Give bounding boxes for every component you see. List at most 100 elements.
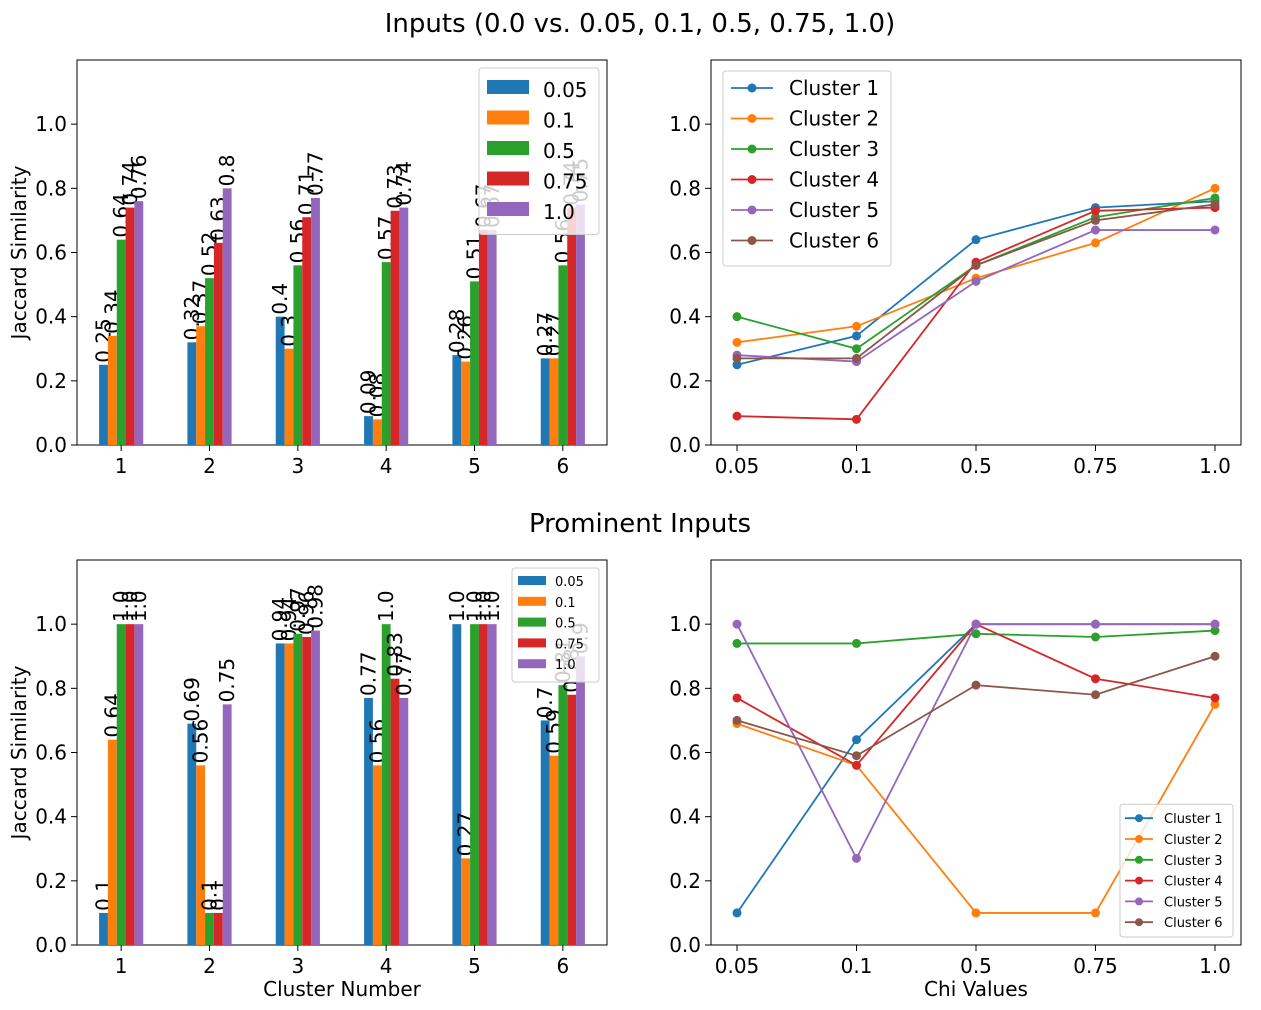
x-tick-label: 1.0 [1199, 454, 1231, 478]
bar [99, 912, 108, 945]
x-tick-label: 5 [468, 454, 481, 478]
data-point [971, 619, 981, 629]
y-tick-label: 0.6 [35, 241, 67, 265]
bar [205, 278, 214, 445]
y-tick-label: 1.0 [35, 112, 67, 136]
bar [558, 265, 568, 445]
bar-value-label: 0.77 [357, 651, 381, 696]
x-tick-label: 4 [380, 454, 393, 478]
bar-value-label: 0.94 [268, 597, 292, 642]
bar [134, 624, 144, 945]
x-axis-label: Cluster Number [263, 977, 421, 1001]
data-point [852, 760, 861, 770]
bar-value-label: 0.28 [445, 309, 469, 354]
data-point [1091, 908, 1100, 918]
y-tick-label: 0.6 [669, 241, 701, 265]
bar [222, 188, 232, 446]
bar [461, 361, 471, 445]
data-point [1210, 626, 1220, 636]
bar-value-label: 1.0 [463, 590, 487, 622]
bar-value-label: 0.77 [304, 151, 328, 196]
bar-value-label: 1.0 [109, 590, 133, 622]
bar-value-label: 1.0 [480, 590, 504, 622]
bar [487, 230, 497, 445]
bar [125, 624, 135, 945]
y-tick-label: 1.0 [669, 112, 701, 136]
bar [116, 239, 126, 445]
bar-chart-3: 0.0 0.2 0.4 0.6 0.8 1.0 Jaccard Similarity Clus… [7, 559, 608, 1001]
legend-marker [1135, 876, 1143, 885]
data-point [1210, 619, 1220, 629]
bar [134, 201, 144, 445]
bar [540, 358, 550, 445]
bar-value-label: 0.74 [392, 161, 416, 206]
bar [196, 326, 206, 445]
y-axis-label: Jaccard Similarity [7, 165, 31, 341]
bar-value-label: 1.0 [127, 590, 151, 622]
x-tick-label: 2 [203, 954, 216, 978]
y-tick-label: 0.0 [669, 433, 701, 457]
legend-swatch [518, 638, 546, 648]
data-point [732, 715, 742, 725]
bar [576, 656, 585, 945]
data-point [852, 321, 861, 331]
legend-label: 0.05 [555, 575, 584, 590]
bar [364, 697, 373, 945]
bar [275, 643, 285, 945]
legend-label: Cluster 1 [1164, 812, 1223, 827]
legend-label: 0.1 [555, 596, 576, 611]
x-tick-label: 5 [468, 954, 481, 978]
bar [399, 207, 409, 445]
legend-marker [747, 144, 757, 154]
bar-value-label: 0.75 [215, 658, 239, 703]
legend-marker [1135, 897, 1143, 906]
bar [461, 858, 471, 945]
axes-frame [76, 559, 608, 946]
x-tick-label: 0.1 [841, 454, 873, 478]
y-tick-label: 0.8 [35, 176, 67, 200]
legend-swatch [518, 576, 546, 585]
data-point [1210, 651, 1220, 661]
legend: Cluster 1 Cluster 2 Cluster 3 Cluster 4 Clus… [1119, 803, 1234, 938]
x-tick-label: 0.1 [841, 954, 873, 978]
data-point [1091, 674, 1100, 684]
bar [107, 739, 117, 945]
data-point [1091, 206, 1100, 216]
bar-value-label: 0.77 [392, 651, 416, 696]
bar [567, 207, 577, 445]
bar [311, 630, 320, 945]
data-point [1091, 690, 1100, 700]
data-point [1091, 619, 1100, 629]
data-point [971, 276, 981, 286]
legend-label: Cluster 6 [789, 229, 879, 253]
data-point [732, 312, 742, 322]
data-point [1091, 238, 1100, 248]
legend-swatch [487, 80, 529, 94]
legend-marker [1135, 835, 1143, 843]
legend: 0.05 0.1 0.5 0.75 1.0 [511, 567, 600, 683]
bar-value-label: 0.27 [533, 312, 557, 357]
legend-label: Cluster 6 [1164, 916, 1223, 931]
legend-label: Cluster 1 [789, 76, 879, 100]
x-tick-label: 0.75 [1073, 454, 1118, 478]
data-point [852, 353, 861, 363]
bar [399, 697, 409, 945]
data-point [971, 908, 981, 918]
y-tick-label: 0.8 [35, 676, 67, 700]
legend-box [478, 67, 600, 235]
bar [381, 262, 391, 445]
bar-value-label: 1.0 [471, 590, 495, 622]
bar [222, 704, 232, 945]
bar-value-label: 0.74 [118, 161, 142, 206]
y-tick-label: 0.8 [669, 676, 701, 700]
y-tick-label: 0.8 [669, 176, 701, 200]
x-tick-label: 6 [556, 954, 569, 978]
y-tick-label: 1.0 [669, 612, 701, 636]
y-tick-label: 0.4 [35, 305, 67, 329]
y-tick-label: 0.2 [669, 869, 701, 893]
legend-label: Cluster 2 [1164, 833, 1223, 848]
x-tick-label: 1 [115, 454, 128, 478]
legend-label: 1.0 [543, 200, 575, 224]
y-tick-label: 0.4 [35, 805, 67, 829]
data-point [1210, 193, 1220, 203]
